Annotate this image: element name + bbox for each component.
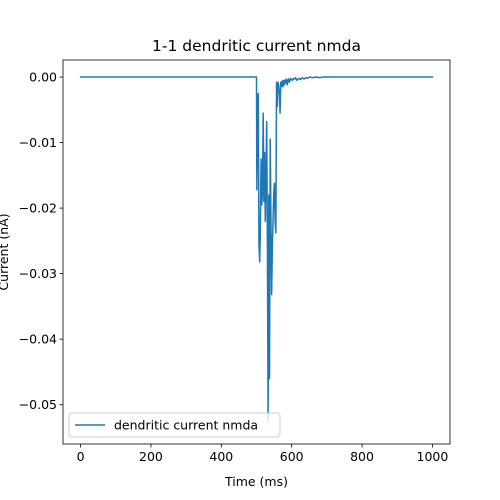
x-tick-label: 0 [77, 449, 85, 464]
x-tick-label: 1000 [417, 449, 449, 464]
series-line-dendritic-current-nmda [79, 76, 434, 422]
x-tick-label: 400 [209, 449, 233, 464]
x-axis-label: Time (ms) [224, 474, 288, 489]
y-tick-label: −0.01 [19, 135, 57, 150]
x-tick-label: 200 [139, 449, 163, 464]
y-axis-label: Current (nA) [0, 213, 11, 290]
legend: dendritic current nmda [68, 412, 281, 438]
y-tick-label: −0.04 [19, 332, 57, 347]
y-tick-label: −0.02 [19, 201, 57, 216]
y-tick-label: −0.05 [19, 397, 57, 412]
legend-box [68, 412, 281, 438]
x-axis-ticks: 0 200 400 600 800 1000 [77, 444, 449, 464]
x-tick-label: 800 [350, 449, 374, 464]
chart-title: 1-1 dendritic current nmda [152, 37, 361, 55]
data-layer [79, 76, 434, 422]
y-tick-label: 0.00 [29, 70, 57, 85]
axes-frame [62, 59, 451, 445]
legend-label: dendritic current nmda [114, 418, 258, 433]
x-tick-label: 600 [280, 449, 304, 464]
y-axis-ticks: 0.00 −0.01 −0.02 −0.03 −0.04 −0.05 [19, 70, 63, 412]
y-tick-label: −0.03 [19, 266, 57, 281]
